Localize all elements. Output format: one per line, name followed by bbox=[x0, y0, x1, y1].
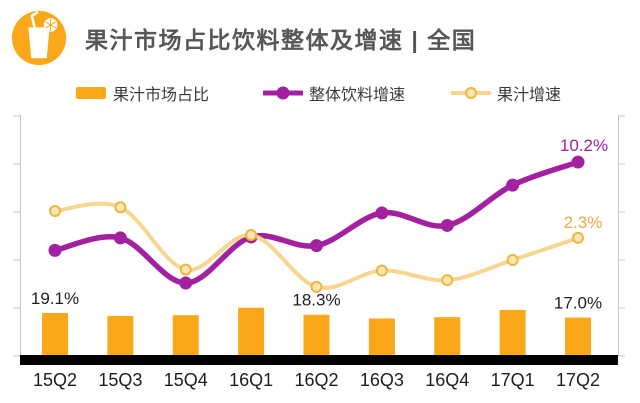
line-ring-swatch-icon bbox=[451, 87, 491, 99]
bar-17Q1 bbox=[499, 309, 526, 355]
juice-glass-icon bbox=[10, 9, 68, 67]
juice-growth-marker-15Q4 bbox=[179, 263, 192, 276]
citrus-slice bbox=[43, 18, 58, 32]
glass bbox=[28, 27, 50, 59]
juice-growth-marker-17Q1 bbox=[506, 254, 519, 266]
juice-growth-marker-16Q2 bbox=[310, 280, 323, 293]
bar-label-15Q2: 19.1% bbox=[31, 289, 79, 308]
x-axis-labels: 15Q2 15Q3 15Q4 16Q1 16Q2 16Q3 16Q4 17Q1 17Q2 bbox=[33, 370, 600, 390]
x-label-17Q1: 17Q1 bbox=[491, 370, 535, 390]
juice-growth-end-label: 2.3% bbox=[564, 213, 603, 232]
legend-item-overall-growth: 整体饮料增速 bbox=[263, 80, 405, 106]
bar-16Q3 bbox=[368, 318, 395, 355]
legend: 果汁市场占比 整体饮料增速 果汁增速 bbox=[0, 80, 640, 106]
overall-growth-marker-17Q1 bbox=[506, 178, 520, 192]
bar-16Q4 bbox=[434, 317, 461, 355]
x-label-15Q2: 15Q2 bbox=[33, 370, 77, 390]
juice-growth-marker-15Q3 bbox=[114, 201, 127, 214]
bar-label-16Q2: 18.3% bbox=[292, 291, 340, 310]
overall-growth-marker-16Q3 bbox=[375, 206, 389, 220]
overall-growth-marker-15Q3 bbox=[113, 231, 127, 245]
axes bbox=[13, 115, 625, 357]
line-series-overall-growth bbox=[48, 155, 585, 290]
bar-16Q1 bbox=[238, 307, 265, 355]
page-title: 果汁市场占比饮料整体及增速 | 全国 bbox=[85, 27, 477, 53]
legend-label: 整体饮料增速 bbox=[309, 87, 406, 104]
bar-15Q4 bbox=[172, 315, 199, 355]
line-dot-swatch-icon bbox=[263, 86, 303, 100]
legend-item-juice-growth: 果汁增速 bbox=[451, 80, 561, 106]
bar-15Q3 bbox=[107, 316, 134, 355]
line-series-juice-growth bbox=[49, 201, 584, 293]
x-label-16Q1: 16Q1 bbox=[229, 370, 273, 390]
header: 果汁市场占比饮料整体及增速 | 全国 bbox=[10, 7, 476, 69]
overall-growth-end-label: 10.2% bbox=[560, 136, 608, 155]
x-label-16Q2: 16Q2 bbox=[294, 370, 338, 390]
legend-item-juice-share: 果汁市场占比 bbox=[75, 80, 209, 106]
overall-growth-marker-17Q2 bbox=[571, 155, 585, 169]
straw bbox=[30, 10, 39, 30]
overall-growth-marker-15Q4 bbox=[179, 276, 193, 290]
x-label-15Q3: 15Q3 bbox=[98, 370, 142, 390]
x-axis-band bbox=[20, 355, 618, 365]
bar-17Q2 bbox=[565, 317, 591, 355]
juice-growth-marker-16Q4 bbox=[441, 274, 454, 287]
legend-label: 果汁增速 bbox=[497, 87, 562, 104]
bar-swatch-icon bbox=[76, 87, 106, 99]
juice-growth-marker-16Q1 bbox=[245, 229, 258, 242]
juice-growth-marker-15Q2 bbox=[49, 205, 61, 218]
overall-growth-marker-16Q4 bbox=[440, 218, 454, 232]
juice-growth-marker-16Q3 bbox=[375, 264, 388, 277]
overall-growth-marker-16Q2 bbox=[310, 239, 323, 253]
x-label-15Q4: 15Q4 bbox=[164, 370, 208, 390]
x-label-16Q3: 16Q3 bbox=[360, 370, 404, 390]
bar-series: 19.1% 18.3% 17.0% bbox=[31, 289, 602, 355]
x-label-16Q4: 16Q4 bbox=[425, 370, 469, 390]
juice-growth-marker-17Q2 bbox=[572, 231, 584, 244]
bar-label-17Q2: 17.0% bbox=[554, 294, 602, 313]
legend-label: 果汁市场占比 bbox=[113, 87, 210, 104]
bar-16Q2 bbox=[303, 314, 330, 355]
bar-15Q2 bbox=[42, 312, 68, 355]
x-label-17Q2: 17Q2 bbox=[556, 370, 600, 390]
overall-growth-marker-15Q2 bbox=[48, 243, 62, 257]
